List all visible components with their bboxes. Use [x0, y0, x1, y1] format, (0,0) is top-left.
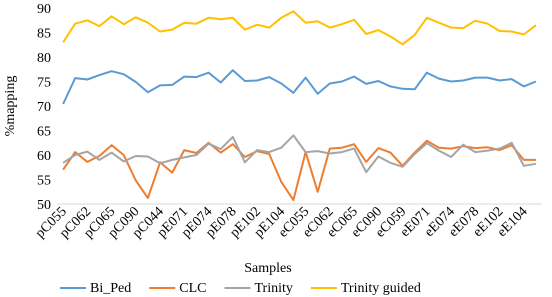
y-tick-label: 60 [37, 149, 51, 164]
y-tick-label: 70 [37, 100, 51, 115]
y-tick-label: 90 [37, 2, 51, 17]
y-tick-label: 80 [37, 51, 51, 66]
legend-label: Trinity guided [341, 281, 421, 296]
y-tick-label: 85 [37, 27, 51, 42]
legend-label: Trinity [254, 281, 292, 296]
y-tick-label: 75 [37, 76, 51, 91]
legend-label: CLC [179, 281, 206, 296]
y-tick-label: 55 [37, 174, 51, 189]
series-line [62, 139, 536, 202]
series-line [62, 69, 537, 105]
y-axis-label: %mapping [3, 76, 18, 137]
y-tick-label: 50 [37, 198, 51, 213]
series-line [62, 134, 537, 174]
x-axis-label: Samples [244, 261, 291, 276]
y-tick-label: 65 [37, 125, 51, 140]
legend-label: Bi_Ped [90, 281, 131, 296]
series-line [62, 10, 537, 46]
